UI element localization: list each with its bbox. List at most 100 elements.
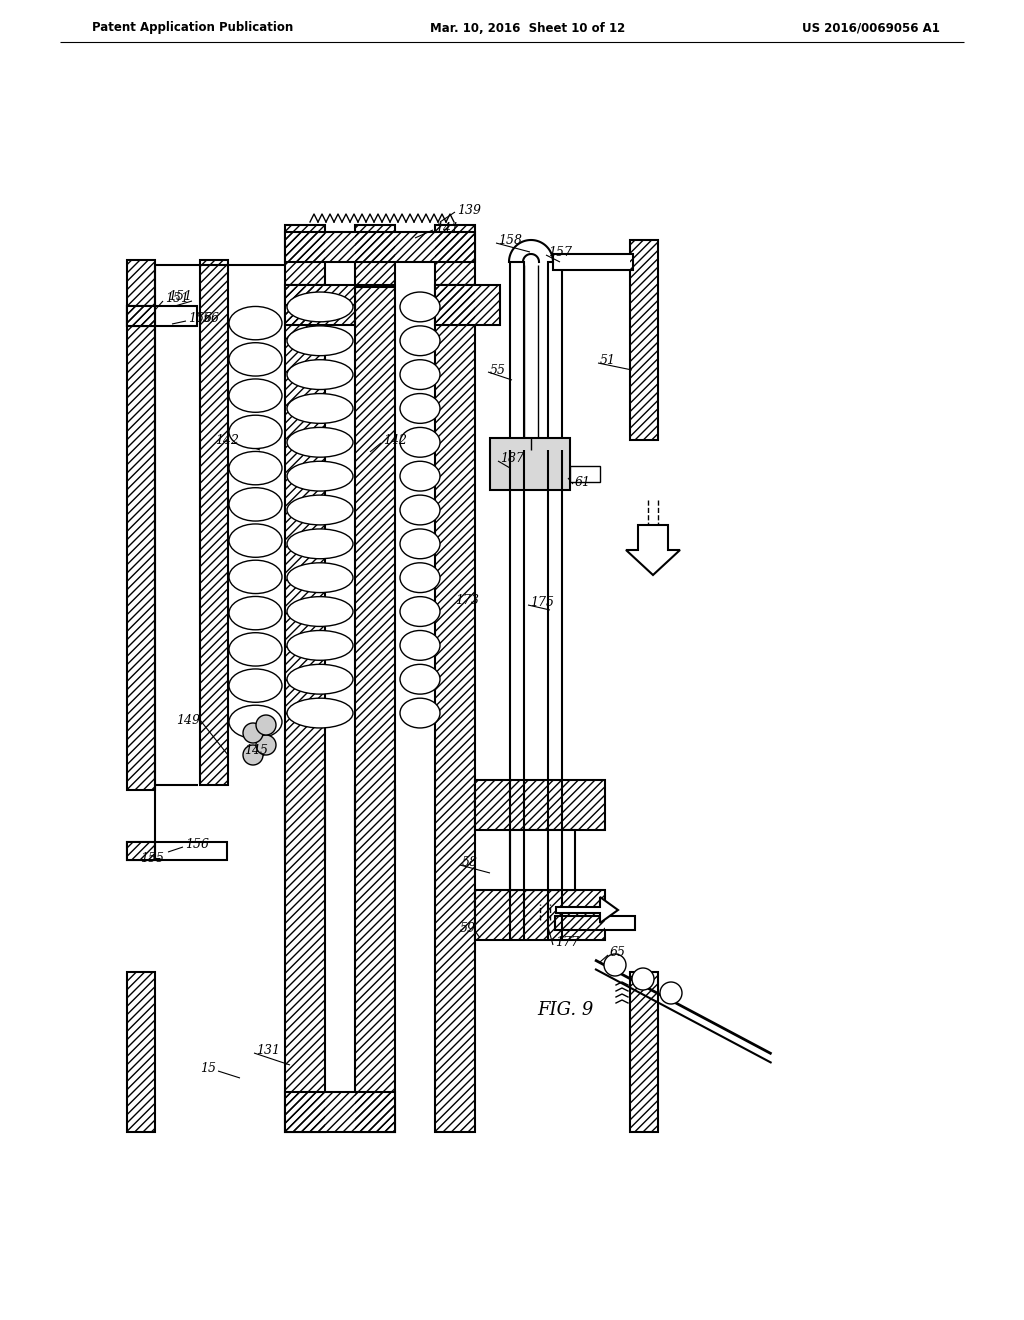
- Circle shape: [256, 735, 276, 755]
- Bar: [285, 286, 325, 1133]
- Ellipse shape: [400, 292, 440, 322]
- Ellipse shape: [287, 664, 353, 694]
- Circle shape: [660, 982, 682, 1005]
- Bar: [435, 285, 500, 325]
- Ellipse shape: [229, 416, 282, 449]
- Text: 55: 55: [490, 363, 506, 376]
- Text: 173: 173: [455, 594, 479, 606]
- Bar: [285, 285, 355, 325]
- Ellipse shape: [400, 664, 440, 694]
- Ellipse shape: [400, 428, 440, 457]
- Text: Patent Application Publication: Patent Application Publication: [92, 21, 293, 34]
- Text: 156: 156: [195, 312, 219, 325]
- Ellipse shape: [400, 631, 440, 660]
- Polygon shape: [556, 898, 618, 923]
- Ellipse shape: [287, 597, 353, 627]
- Bar: [355, 224, 395, 285]
- Ellipse shape: [287, 360, 353, 389]
- Bar: [435, 286, 475, 1133]
- Bar: [200, 260, 228, 785]
- Bar: [548, 261, 562, 450]
- Ellipse shape: [400, 562, 440, 593]
- Ellipse shape: [400, 393, 440, 424]
- Bar: [127, 842, 155, 861]
- Text: 142: 142: [215, 433, 239, 446]
- Text: 59: 59: [460, 921, 476, 935]
- Text: 151: 151: [165, 292, 189, 305]
- Text: 51: 51: [600, 354, 616, 367]
- Bar: [127, 260, 155, 789]
- Text: FIG. 9: FIG. 9: [537, 1001, 593, 1019]
- Ellipse shape: [287, 292, 353, 322]
- Ellipse shape: [229, 632, 282, 667]
- Bar: [570, 466, 600, 482]
- Text: 187: 187: [500, 451, 524, 465]
- Circle shape: [243, 723, 263, 743]
- Polygon shape: [626, 525, 680, 576]
- Ellipse shape: [287, 326, 353, 355]
- Bar: [285, 1092, 395, 1133]
- Bar: [630, 972, 658, 1133]
- Ellipse shape: [229, 306, 282, 339]
- Text: 151: 151: [168, 289, 193, 302]
- Ellipse shape: [229, 524, 282, 557]
- Bar: [510, 830, 575, 890]
- Bar: [355, 286, 395, 1133]
- Circle shape: [632, 968, 654, 990]
- Circle shape: [604, 954, 626, 975]
- Bar: [127, 306, 155, 326]
- Text: 156: 156: [188, 312, 212, 325]
- Ellipse shape: [287, 631, 353, 660]
- Ellipse shape: [287, 529, 353, 558]
- Bar: [435, 224, 475, 285]
- Text: 142: 142: [383, 433, 407, 446]
- Ellipse shape: [229, 705, 282, 739]
- Text: 156: 156: [185, 837, 209, 850]
- Text: Mar. 10, 2016  Sheet 10 of 12: Mar. 10, 2016 Sheet 10 of 12: [430, 21, 626, 34]
- Ellipse shape: [287, 495, 353, 525]
- Bar: [435, 224, 475, 285]
- Text: 145: 145: [244, 743, 268, 756]
- Bar: [127, 260, 155, 789]
- Bar: [127, 972, 155, 1133]
- Bar: [475, 890, 605, 940]
- Bar: [490, 438, 570, 490]
- Bar: [285, 232, 475, 261]
- Bar: [435, 285, 500, 325]
- Ellipse shape: [400, 360, 440, 389]
- Ellipse shape: [287, 393, 353, 424]
- Ellipse shape: [287, 698, 353, 727]
- Ellipse shape: [229, 560, 282, 594]
- Text: US 2016/0069056 A1: US 2016/0069056 A1: [802, 21, 940, 34]
- Bar: [630, 240, 658, 440]
- Bar: [630, 972, 658, 1133]
- Ellipse shape: [287, 562, 353, 593]
- Text: 139: 139: [457, 203, 481, 216]
- Text: 158: 158: [498, 234, 522, 247]
- Text: 141: 141: [435, 222, 459, 235]
- Bar: [355, 286, 395, 1133]
- Ellipse shape: [400, 529, 440, 558]
- Ellipse shape: [400, 495, 440, 525]
- Text: 175: 175: [530, 595, 554, 609]
- Bar: [435, 286, 475, 1133]
- Text: 15: 15: [200, 1061, 216, 1074]
- Ellipse shape: [287, 428, 353, 457]
- Text: 157: 157: [548, 246, 572, 259]
- Bar: [553, 253, 633, 271]
- Bar: [285, 224, 325, 285]
- Bar: [200, 260, 228, 785]
- Bar: [355, 224, 395, 285]
- Bar: [285, 286, 325, 1133]
- Ellipse shape: [229, 451, 282, 484]
- Ellipse shape: [400, 597, 440, 627]
- Ellipse shape: [229, 379, 282, 412]
- Bar: [630, 240, 658, 440]
- Ellipse shape: [400, 461, 440, 491]
- Bar: [127, 842, 155, 861]
- Ellipse shape: [400, 698, 440, 727]
- Bar: [510, 261, 524, 450]
- Bar: [285, 285, 355, 325]
- Ellipse shape: [229, 487, 282, 521]
- Bar: [555, 916, 635, 931]
